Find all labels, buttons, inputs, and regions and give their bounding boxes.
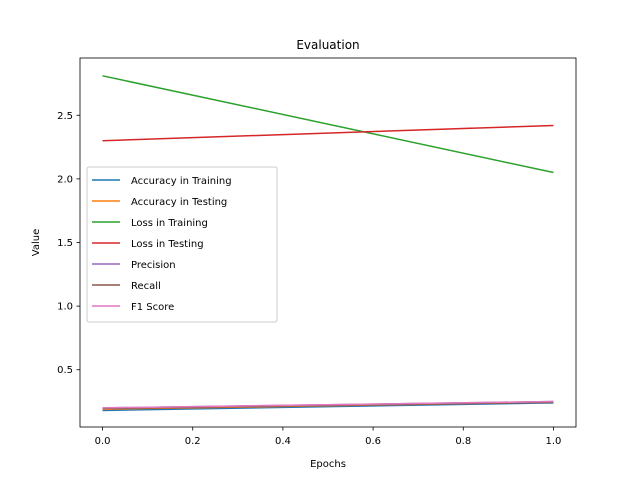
x-tick-label: 0.6 xyxy=(365,436,381,447)
y-tick-label: 1.5 xyxy=(57,238,73,249)
y-tick-label: 2.5 xyxy=(57,111,73,122)
legend-label: Accuracy in Training xyxy=(131,176,232,187)
series-line-4 xyxy=(102,124,554,142)
legend-box xyxy=(86,166,278,323)
axis-ticks: 0.0 0.2 0.4 0.6 0.8 1.0 0.5 1.0 1.5 2.0 2.5 xyxy=(57,111,561,447)
x-tick-label: 0.4 xyxy=(275,436,291,447)
x-tick-label: 0.2 xyxy=(185,436,201,447)
x-axis-label: Epochs xyxy=(310,459,346,470)
legend-label: Loss in Training xyxy=(131,218,208,229)
legend-label: Precision xyxy=(131,260,176,271)
chart-title: Evaluation xyxy=(296,38,359,52)
plot-frame xyxy=(79,57,577,428)
y-tick-label: 1.0 xyxy=(57,302,73,313)
legend-label: Loss in Testing xyxy=(131,239,204,250)
x-tick-label: 1.0 xyxy=(546,436,562,447)
plot-area xyxy=(102,75,554,412)
legend-label: Accuracy in Testing xyxy=(131,197,227,208)
y-tick-label: 2.0 xyxy=(57,174,73,185)
series-line-7 xyxy=(102,400,554,409)
legend-label: Recall xyxy=(131,281,161,292)
x-tick-label: 0.0 xyxy=(95,436,111,447)
x-tick-label: 0.8 xyxy=(455,436,471,447)
y-axis-label: Value xyxy=(31,229,42,256)
legend: Accuracy in Training Accuracy in Testing L… xyxy=(86,166,278,323)
legend-label: F1 Score xyxy=(131,302,174,313)
series-line-3 xyxy=(102,75,554,174)
y-tick-label: 0.5 xyxy=(57,365,73,376)
